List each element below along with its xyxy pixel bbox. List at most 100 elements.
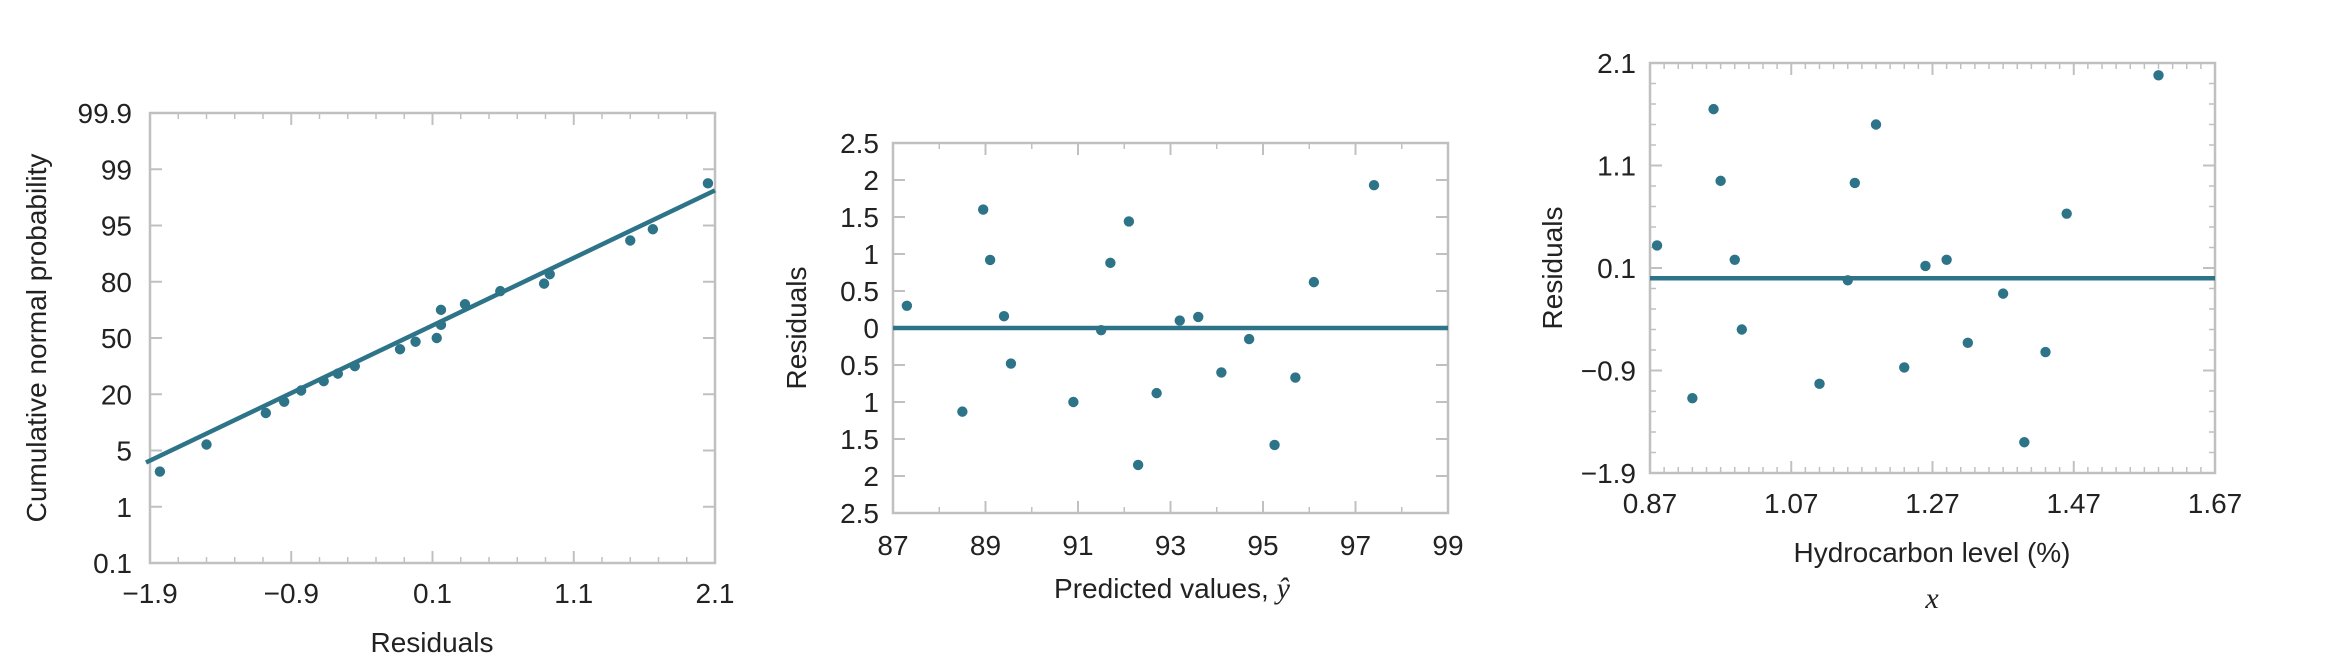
plot1-y-tick-label: 80 bbox=[101, 267, 132, 298]
plot1-y-tick-labels: 0.1 1 5 20 50 80 95 99 99.9 bbox=[78, 98, 133, 579]
plot1-y-tick-label: 20 bbox=[101, 379, 132, 410]
plot2-point-18 bbox=[1308, 276, 1320, 288]
plot1-point-11 bbox=[435, 319, 447, 331]
plot3-point-4 bbox=[1729, 254, 1740, 265]
plot2-y-tick-label: 2 bbox=[863, 165, 879, 196]
plot3-point-13 bbox=[1962, 337, 1974, 349]
plot3-point-7 bbox=[1842, 275, 1853, 286]
plot2-point-14 bbox=[1216, 367, 1227, 378]
plot3-x-tick-labels: 0.87 1.07 1.27 1.47 1.67 bbox=[1623, 488, 2243, 519]
plot2-x-axis-label: Predicted values, bbox=[1054, 573, 1277, 604]
plot3-y-axis-title: Residuals bbox=[1537, 207, 1568, 330]
plot3-point-1 bbox=[1687, 392, 1698, 404]
plot3-y-tick-labels: 2.1 1.1 0.1 −0.9 −1.9 bbox=[1581, 48, 1636, 489]
plot1-point-16 bbox=[544, 269, 555, 280]
plot1-y-axis-title: Cumulative normal probability bbox=[21, 154, 52, 523]
plot2-x-tick-label: 95 bbox=[1247, 530, 1278, 561]
plot2-point-5 bbox=[1005, 358, 1017, 369]
plot2-point-19 bbox=[1368, 179, 1380, 191]
plot1-x-tick-label: −1.9 bbox=[122, 578, 177, 609]
plot2-ticks bbox=[892, 143, 1449, 513]
plot1-point-0 bbox=[154, 466, 166, 477]
plot2-y-tick-label: 1 bbox=[863, 387, 879, 418]
plot2-point-8 bbox=[1105, 257, 1116, 269]
plot1-point-18 bbox=[647, 224, 659, 235]
plot3-point-18 bbox=[2153, 70, 2164, 81]
plot2-y-tick-label: 1 bbox=[863, 239, 879, 270]
plot3-point-17 bbox=[2061, 208, 2072, 219]
plot3-point-11 bbox=[1920, 260, 1931, 272]
plot3-point-16 bbox=[2040, 346, 2051, 358]
plot3-point-8 bbox=[1849, 177, 1861, 189]
plot1-point-8 bbox=[394, 344, 406, 355]
plot2-y-tick-label: 0.5 bbox=[840, 350, 879, 381]
plot3-point-2 bbox=[1708, 103, 1719, 115]
plot2-x-tick-label: 87 bbox=[877, 530, 908, 561]
plot3-y-tick-label: −0.9 bbox=[1581, 356, 1636, 387]
plot1-point-19 bbox=[702, 178, 714, 189]
plot1-point-6 bbox=[332, 368, 344, 379]
plot3-x-tick-label: 1.67 bbox=[2188, 488, 2243, 519]
plot2-point-16 bbox=[1269, 439, 1280, 451]
plot1-point-7 bbox=[349, 360, 361, 372]
plot1-y-tick-label: 99.9 bbox=[78, 98, 133, 129]
plot2-point-1 bbox=[957, 406, 968, 417]
plot1-point-4 bbox=[295, 385, 307, 396]
plot3-x-tick-label: 1.07 bbox=[1764, 488, 1819, 519]
plot3-point-0 bbox=[1651, 240, 1663, 251]
plot2-point-10 bbox=[1132, 459, 1144, 471]
plot1-y-tick-label: 0.1 bbox=[93, 548, 132, 579]
plot1-points bbox=[154, 178, 714, 477]
plot2-point-3 bbox=[984, 254, 996, 266]
plot2-points bbox=[901, 179, 1380, 471]
plot1-point-1 bbox=[201, 439, 212, 450]
plot2-point-0 bbox=[901, 300, 913, 311]
plot2-y-tick-label: 2.5 bbox=[840, 128, 879, 159]
plot3-x-tick-label: 1.47 bbox=[2047, 488, 2102, 519]
plot1-y-tick-label: 50 bbox=[101, 323, 132, 354]
residuals-vs-hydrocarbon-plot: 0.87 1.07 1.27 1.47 1.67 2.1 1.1 0.1 −0.9 −1.9 H… bbox=[1537, 48, 2242, 615]
plot3-point-6 bbox=[1814, 378, 1825, 390]
plot1-point-3 bbox=[278, 396, 290, 407]
plot2-y-tick-label: 2 bbox=[863, 461, 879, 492]
plot2-point-6 bbox=[1068, 396, 1079, 408]
plot3-points bbox=[1651, 70, 2164, 448]
plot1-x-axis-title: Residuals bbox=[371, 627, 494, 658]
plot3-y-tick-label: 2.1 bbox=[1597, 48, 1636, 79]
plot1-point-5 bbox=[318, 375, 329, 387]
plot2-x-tick-label: 91 bbox=[1062, 530, 1093, 561]
plot1-y-tick-label: 99 bbox=[101, 154, 132, 185]
plot1-point-10 bbox=[431, 332, 442, 344]
plot2-point-11 bbox=[1151, 387, 1162, 399]
plot1-x-tick-label: −0.9 bbox=[264, 578, 319, 609]
plot3-ticks bbox=[1649, 62, 2216, 474]
plot1-y-tick-label: 1 bbox=[116, 492, 132, 523]
plot1-point-2 bbox=[260, 407, 272, 419]
plot2-point-15 bbox=[1243, 333, 1255, 345]
plot3-x-tick-label: 1.27 bbox=[1905, 488, 1960, 519]
plot1-x-tick-label: 0.1 bbox=[413, 578, 452, 609]
plot2-y-tick-label: 1.5 bbox=[840, 202, 879, 233]
plot2-y-tick-label: 2.5 bbox=[840, 498, 879, 529]
plot3-point-15 bbox=[2019, 437, 2030, 448]
plot1-point-17 bbox=[625, 235, 636, 246]
plot2-x-axis-symbol: ŷ bbox=[1274, 572, 1291, 605]
plot1-x-tick-label: 2.1 bbox=[696, 578, 735, 609]
plot2-y-axis-title: Residuals bbox=[781, 267, 812, 390]
plot1-point-12 bbox=[435, 304, 447, 316]
plot2-y-tick-label: 1.5 bbox=[840, 424, 879, 455]
plot1-x-tick-label: 1.1 bbox=[554, 578, 593, 609]
plot2-point-9 bbox=[1123, 216, 1135, 227]
plot2-point-12 bbox=[1174, 315, 1185, 326]
plot1-point-15 bbox=[538, 278, 550, 289]
plot2-y-tick-label: 0.5 bbox=[840, 276, 879, 307]
plot3-x-tick-label: 0.87 bbox=[1623, 488, 1678, 519]
plot2-point-2 bbox=[977, 204, 989, 215]
plot2-x-tick-label: 89 bbox=[970, 530, 1001, 561]
plot1-ticks bbox=[149, 112, 716, 564]
plot2-x-axis-title: Predicted values, ŷ bbox=[1054, 572, 1291, 605]
plot3-point-14 bbox=[1997, 288, 2009, 299]
plot3-point-9 bbox=[1870, 119, 1882, 130]
plot1-fit-line bbox=[145, 188, 716, 465]
